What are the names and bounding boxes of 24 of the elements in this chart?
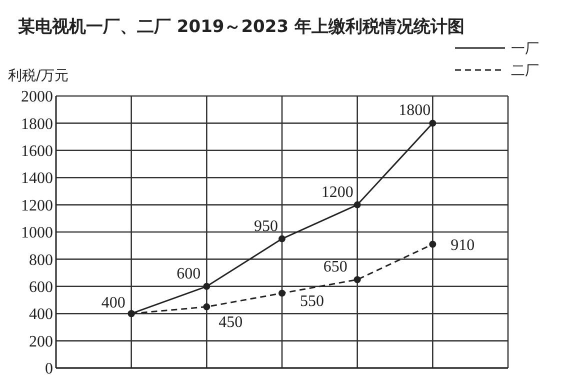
- data-label: 400: [101, 294, 126, 312]
- legend-label: 二厂: [511, 62, 539, 79]
- data-label: 1200: [321, 184, 354, 201]
- y-tick-label: 1600: [21, 143, 53, 160]
- data-label: 550: [300, 293, 324, 310]
- y-tick-label: 0: [45, 360, 53, 375]
- legend-label: 一厂: [511, 40, 539, 57]
- y-tick-label: 400: [29, 306, 53, 324]
- data-label: 1800: [398, 102, 431, 120]
- data-label: 600: [176, 265, 201, 282]
- y-axis-title: 利税/万元: [8, 68, 69, 84]
- data-label: 910: [450, 237, 475, 254]
- chart-title: 某电视机一厂、二厂 2019～2023 年上缴利税情况统计图: [17, 17, 464, 37]
- y-tick-label: 200: [29, 333, 53, 350]
- y-tick-label: 2000: [21, 88, 53, 106]
- y-tick-label: 1400: [21, 170, 53, 188]
- y-tick-label: 800: [29, 252, 53, 269]
- data-label: 650: [323, 258, 348, 276]
- data-label: 950: [254, 218, 278, 235]
- y-tick-label: 600: [29, 279, 53, 296]
- y-tick-label: 1800: [21, 116, 53, 133]
- y-tick-label: 1000: [21, 224, 53, 242]
- y-tick-label: 1200: [21, 197, 53, 214]
- data-label: 450: [218, 314, 243, 331]
